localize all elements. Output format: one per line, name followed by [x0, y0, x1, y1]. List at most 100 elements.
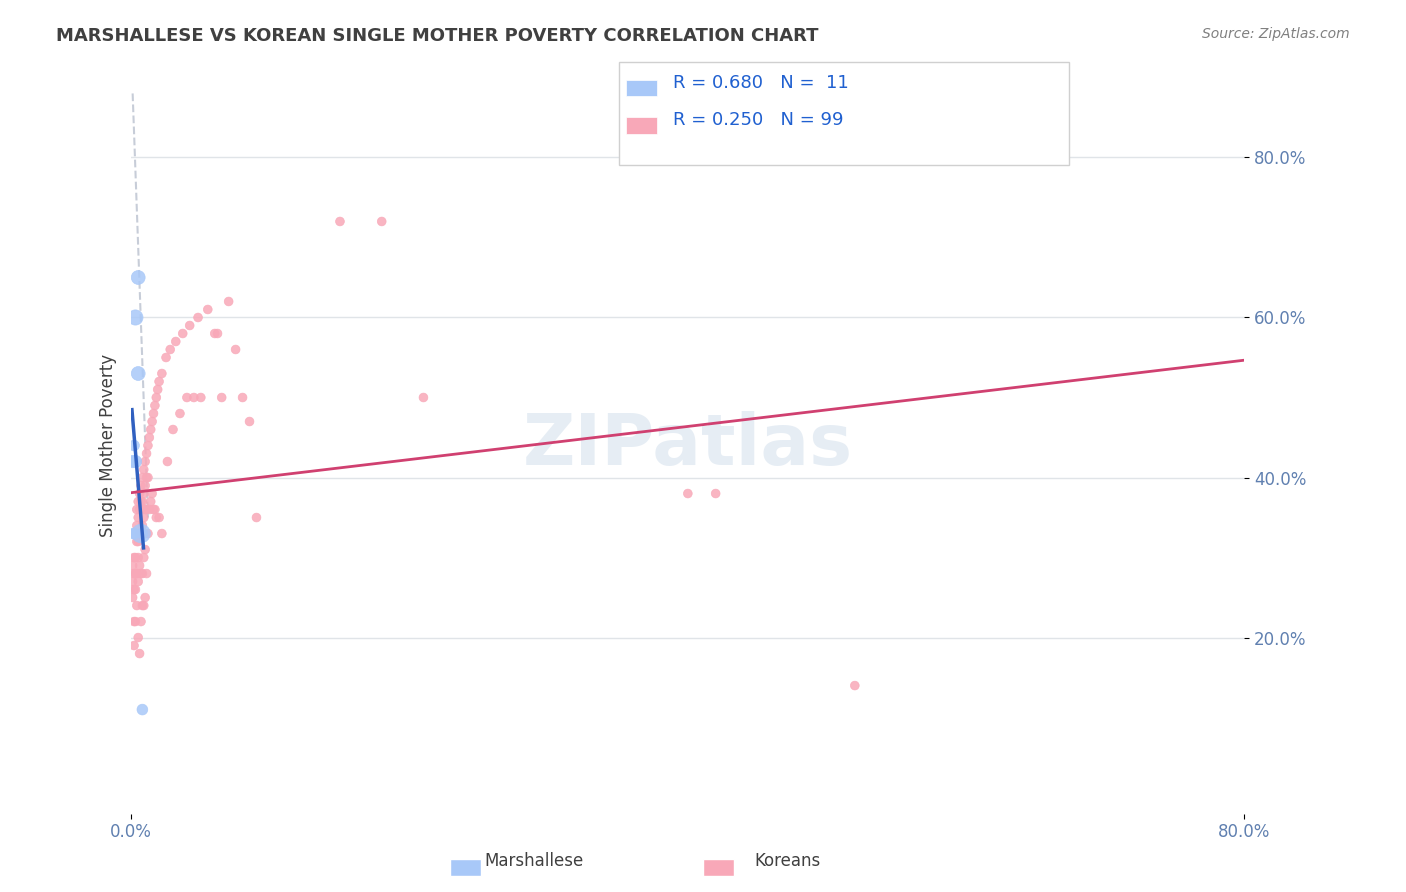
Point	[138, 430, 160, 444]
Point	[132, 550, 155, 565]
Point	[127, 574, 149, 589]
Point	[238, 415, 260, 429]
Point	[204, 326, 226, 341]
Point	[172, 326, 194, 341]
Point	[131, 702, 153, 716]
Text: Marshallese: Marshallese	[485, 852, 583, 870]
Text: MARSHALLESE VS KOREAN SINGLE MOTHER POVERTY CORRELATION CHART: MARSHALLESE VS KOREAN SINGLE MOTHER POVE…	[56, 27, 818, 45]
Point	[129, 526, 152, 541]
Point	[156, 454, 179, 468]
Point	[148, 375, 170, 389]
Point	[136, 438, 159, 452]
Point	[145, 510, 167, 524]
Point	[136, 470, 159, 484]
Point	[127, 367, 149, 381]
Point	[844, 679, 866, 693]
Point	[134, 542, 156, 557]
Point	[146, 383, 169, 397]
Point	[125, 599, 148, 613]
Point	[135, 446, 157, 460]
Point	[179, 318, 201, 333]
Point	[121, 574, 143, 589]
Point	[129, 494, 152, 508]
Point	[124, 582, 146, 597]
Point	[211, 391, 233, 405]
Point	[143, 399, 166, 413]
Point	[121, 591, 143, 605]
Point	[232, 391, 254, 405]
Text: Source: ZipAtlas.com: Source: ZipAtlas.com	[1202, 27, 1350, 41]
Point	[122, 550, 145, 565]
Point	[139, 423, 162, 437]
Point	[129, 478, 152, 492]
Point	[136, 526, 159, 541]
Point	[225, 343, 247, 357]
Point	[127, 494, 149, 508]
Point	[134, 478, 156, 492]
Text: R = 0.680   N =  11: R = 0.680 N = 11	[673, 74, 849, 92]
Point	[122, 615, 145, 629]
Point	[704, 486, 727, 500]
Point	[124, 454, 146, 468]
Point	[131, 494, 153, 508]
Point	[127, 631, 149, 645]
Point	[129, 615, 152, 629]
Point	[122, 526, 145, 541]
Point	[128, 647, 150, 661]
Point	[128, 502, 150, 516]
Point	[121, 558, 143, 573]
Point	[143, 502, 166, 516]
Point	[134, 502, 156, 516]
Point	[370, 214, 392, 228]
Point	[135, 502, 157, 516]
Point	[676, 486, 699, 500]
Point	[124, 615, 146, 629]
Point	[141, 486, 163, 500]
Point	[125, 566, 148, 581]
Point	[142, 407, 165, 421]
Point	[131, 526, 153, 541]
Point	[141, 415, 163, 429]
Point	[134, 454, 156, 468]
Point	[124, 310, 146, 325]
Point	[128, 526, 150, 541]
Point	[131, 470, 153, 484]
Point	[131, 566, 153, 581]
Point	[127, 534, 149, 549]
Point	[176, 391, 198, 405]
Point	[129, 566, 152, 581]
Text: Koreans: Koreans	[754, 852, 821, 870]
Point	[138, 502, 160, 516]
Point	[183, 391, 205, 405]
Point	[150, 526, 173, 541]
Point	[132, 462, 155, 476]
Point	[245, 510, 267, 524]
Point	[128, 558, 150, 573]
Point	[159, 343, 181, 357]
Point	[162, 423, 184, 437]
Point	[169, 407, 191, 421]
Point	[129, 526, 152, 541]
Point	[218, 294, 240, 309]
Point	[128, 486, 150, 500]
Point	[122, 582, 145, 597]
Point	[125, 502, 148, 516]
Text: R = 0.250   N = 99: R = 0.250 N = 99	[673, 112, 844, 129]
Point	[122, 526, 145, 541]
Point	[122, 566, 145, 581]
Point	[124, 566, 146, 581]
Point	[135, 566, 157, 581]
Point	[131, 599, 153, 613]
Point	[165, 334, 187, 349]
Point	[412, 391, 434, 405]
Point	[142, 502, 165, 516]
Point	[150, 367, 173, 381]
Point	[148, 510, 170, 524]
Point	[139, 494, 162, 508]
Point	[127, 270, 149, 285]
Point	[125, 534, 148, 549]
Point	[122, 639, 145, 653]
Point	[134, 591, 156, 605]
Point	[127, 550, 149, 565]
Y-axis label: Single Mother Poverty: Single Mother Poverty	[100, 354, 117, 537]
